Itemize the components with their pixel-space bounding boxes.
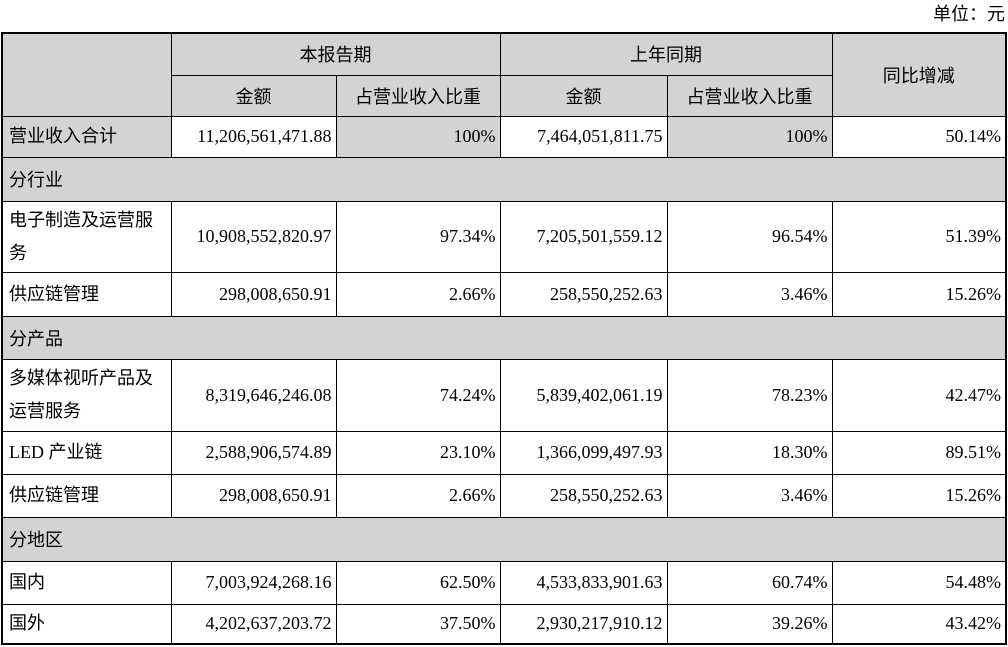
amount-prior: 4,533,833,901.63 <box>499 560 668 605</box>
share-prior: 78.23% <box>666 358 833 432</box>
row-label: LED 产业链 <box>1 430 172 475</box>
share-current: 74.24% <box>335 358 501 432</box>
row-label: 供应链管理 <box>1 473 172 518</box>
section-by-industry: 分行业 <box>1 156 1007 202</box>
row-label: 国内 <box>1 560 172 605</box>
section-by-region: 分地区 <box>1 516 1007 562</box>
share-prior: 96.54% <box>666 200 833 273</box>
share-current: 62.50% <box>335 560 501 605</box>
yoy-value: 15.26% <box>831 271 1007 317</box>
share-prior: 39.26% <box>666 603 833 645</box>
yoy-value: 43.42% <box>831 603 1007 645</box>
row-label: 多媒体视听产品及运营服务 <box>1 358 172 432</box>
yoy-value: 15.26% <box>831 473 1007 518</box>
header-row-metrics: 金额 占营业收入比重 金额 占营业收入比重 <box>2 74 1006 117</box>
header-amount-prior: 金额 <box>499 74 668 117</box>
amount-current: 11,206,561,471.88 <box>170 115 337 158</box>
amount-prior: 258,550,252.63 <box>499 271 668 317</box>
row-multimedia-products: 多媒体视听产品及运营服务 8,319,646,246.08 74.24% 5,8… <box>1 358 1007 432</box>
yoy-value: 51.39% <box>831 200 1007 273</box>
section-by-product: 分产品 <box>1 315 1007 360</box>
amount-prior: 5,839,402,061.19 <box>499 358 668 432</box>
row-supply-chain-product: 供应链管理 298,008,650.91 2.66% 258,550,252.6… <box>1 473 1007 518</box>
row-led-industry-chain: LED 产业链 2,588,906,574.89 23.10% 1,366,09… <box>1 430 1007 475</box>
row-label: 国外 <box>1 603 172 645</box>
section-label: 分地区 <box>1 516 1007 562</box>
corner-cell <box>1 32 172 117</box>
header-current-period: 本报告期 <box>170 32 501 76</box>
share-prior: 18.30% <box>666 430 833 475</box>
share-current: 23.10% <box>335 430 501 475</box>
yoy-value: 50.14% <box>831 115 1007 158</box>
revenue-breakdown-table: 本报告期 上年同期 同比增减 金额 占营业收入比重 金额 占营业收入比重 营业收… <box>1 32 1007 645</box>
header-share-prior: 占营业收入比重 <box>666 74 833 117</box>
row-domestic: 国内 7,003,924,268.16 62.50% 4,533,833,901… <box>1 560 1007 605</box>
amount-current: 4,202,637,203.72 <box>170 603 337 645</box>
row-electronic-manufacturing: 电子制造及运营服务 10,908,552,820.97 97.34% 7,205… <box>1 200 1007 273</box>
share-current: 2.66% <box>335 271 501 317</box>
section-label: 分行业 <box>1 156 1007 202</box>
amount-prior: 2,930,217,910.12 <box>499 603 668 645</box>
header-yoy-change: 同比增减 <box>831 32 1007 117</box>
yoy-value: 89.51% <box>831 430 1007 475</box>
header-amount-current: 金额 <box>170 74 337 117</box>
amount-current: 10,908,552,820.97 <box>170 200 337 273</box>
amount-prior: 258,550,252.63 <box>499 473 668 518</box>
header-row-periods: 本报告期 上年同期 同比增减 <box>1 32 1007 117</box>
section-label: 分产品 <box>1 315 1007 360</box>
amount-current: 298,008,650.91 <box>170 271 337 317</box>
amount-prior: 1,366,099,497.93 <box>499 430 668 475</box>
yoy-value: 42.47% <box>831 358 1007 432</box>
yoy-value: 54.48% <box>831 560 1007 605</box>
row-label: 营业收入合计 <box>1 115 172 158</box>
unit-label: 单位：元 <box>933 4 1005 24</box>
row-supply-chain-industry: 供应链管理 298,008,650.91 2.66% 258,550,252.6… <box>1 271 1007 317</box>
share-current: 2.66% <box>335 473 501 518</box>
amount-current: 2,588,906,574.89 <box>170 430 337 475</box>
row-overseas: 国外 4,202,637,203.72 37.50% 2,930,217,910… <box>1 603 1007 645</box>
share-current: 37.50% <box>335 603 501 645</box>
amount-current: 8,319,646,246.08 <box>170 358 337 432</box>
share-prior: 3.46% <box>666 271 833 317</box>
row-label: 供应链管理 <box>1 271 172 317</box>
header-prior-period: 上年同期 <box>499 32 833 76</box>
share-prior: 3.46% <box>666 473 833 518</box>
amount-current: 7,003,924,268.16 <box>170 560 337 605</box>
row-label: 电子制造及运营服务 <box>1 200 172 273</box>
amount-current: 298,008,650.91 <box>170 473 337 518</box>
share-current: 97.34% <box>335 200 501 273</box>
share-current: 100% <box>335 115 501 158</box>
amount-prior: 7,205,501,559.12 <box>499 200 668 273</box>
header-share-current: 占营业收入比重 <box>335 74 501 117</box>
share-prior: 60.74% <box>666 560 833 605</box>
amount-prior: 7,464,051,811.75 <box>499 115 668 158</box>
row-total-revenue: 营业收入合计 11,206,561,471.88 100% 7,464,051,… <box>1 115 1007 158</box>
share-prior: 100% <box>666 115 833 158</box>
